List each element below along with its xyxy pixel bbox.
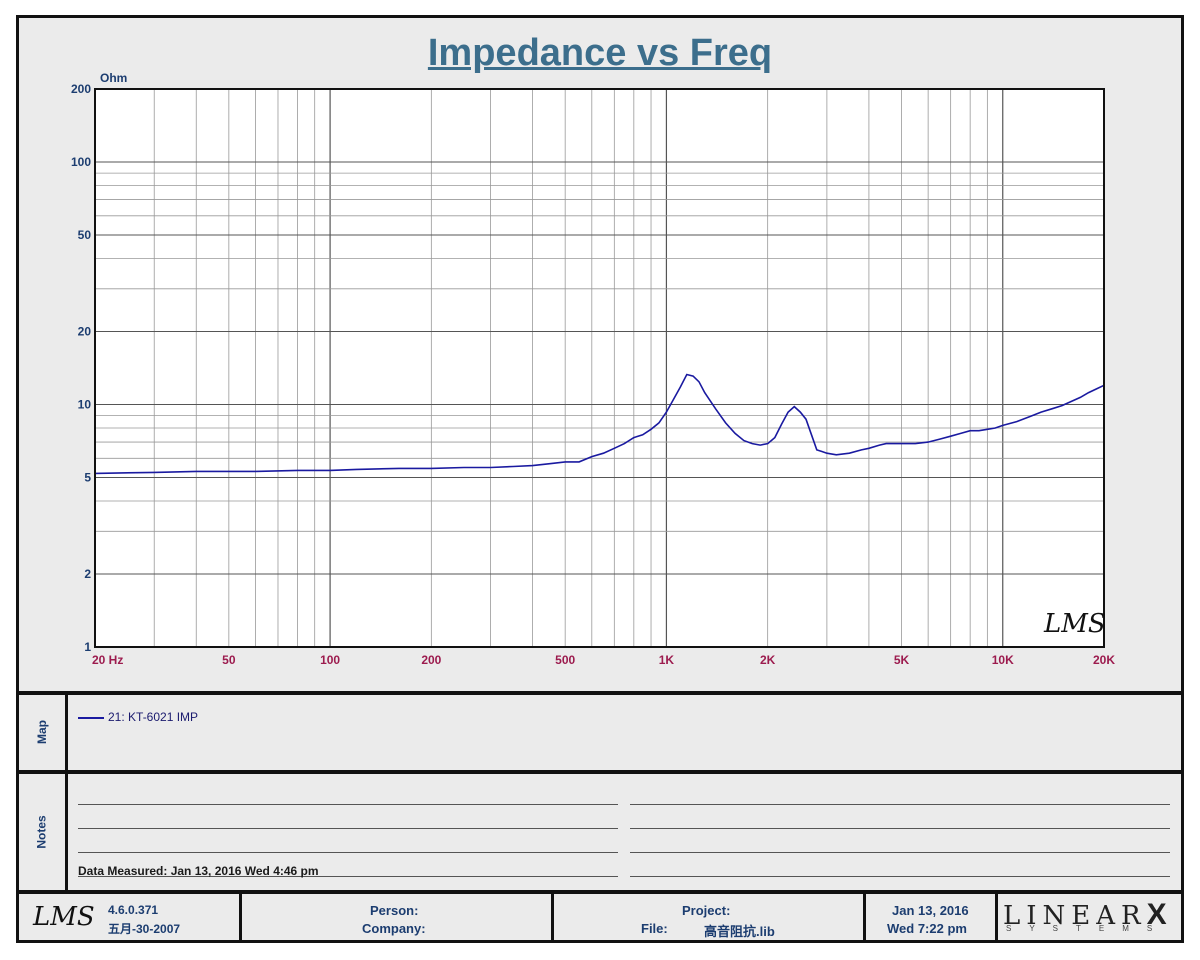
linearx-logo: LINEARX (1003, 898, 1173, 931)
note-line (78, 876, 618, 877)
plot-border (94, 88, 1105, 648)
x-tick-label: 50 (222, 653, 236, 667)
x-tick-label: 200 (421, 653, 441, 667)
note-line (630, 804, 1170, 805)
lms-watermark: LMS (1044, 609, 1106, 639)
x-tick-label: 5K (894, 653, 910, 667)
side-label-divider (65, 695, 68, 890)
y-tick-labels: 200 100 50 20 10 5 2 1 (71, 82, 91, 654)
note-line (630, 828, 1170, 829)
x-tick-label: 2K (760, 653, 776, 667)
person-label: Person: (370, 903, 419, 918)
linearx-systems-text: SYSTEMS (1006, 924, 1171, 933)
file-name: 高音阻抗.lib (704, 924, 775, 939)
divider-chart-map (16, 691, 1184, 695)
chart-title: Impedance vs Freq (427, 32, 773, 74)
legend-entry: 21: KT-6021 IMP (108, 710, 199, 724)
note-line (630, 852, 1170, 853)
x-tick-label: 10K (992, 653, 1014, 667)
lms-logo: LMS (33, 902, 95, 932)
x-tick-label: 20 Hz (92, 653, 123, 667)
note-line (78, 828, 618, 829)
project-label: Project: (682, 903, 731, 918)
footer-day-time: Wed 7:22 pm (887, 921, 967, 936)
version-date: 五月-30-2007 (108, 922, 181, 936)
x-tick-label: 20K (1093, 653, 1115, 667)
notes-section-label: Notes (35, 815, 49, 849)
y-tick-label: 5 (84, 470, 91, 484)
note-line (78, 852, 618, 853)
y-axis-unit-label: Ohm (100, 71, 127, 85)
note-line (630, 876, 1170, 877)
note-line (78, 804, 618, 805)
series-line-kt-6021-imp (94, 373, 1105, 475)
footer-divider (863, 894, 866, 940)
y-tick-label: 20 (78, 325, 92, 339)
x-tick-labels: 20 Hz 50 100 200 500 1K 2K 5K 10K 20K (92, 653, 1115, 667)
company-label: Company: (362, 921, 426, 936)
legend-swatch (78, 717, 104, 719)
map-section-label: Map (35, 720, 49, 744)
footer-divider (551, 894, 554, 940)
footer-divider (239, 894, 242, 940)
footer-divider (995, 894, 998, 940)
file-label: File: (641, 921, 668, 936)
y-tick-label: 50 (78, 228, 92, 242)
footer-date: Jan 13, 2016 (892, 903, 969, 918)
y-tick-label: 1 (84, 640, 91, 654)
x-tick-label: 500 (555, 653, 575, 667)
x-tick-label: 100 (320, 653, 340, 667)
x-tick-label: 1K (659, 653, 675, 667)
data-measured-text: Data Measured: Jan 13, 2016 Wed 4:46 pm (78, 864, 319, 878)
divider-notes-footer (16, 890, 1184, 894)
y-tick-label: 200 (71, 82, 91, 96)
y-tick-label: 10 (78, 397, 92, 411)
y-tick-label: 100 (71, 155, 91, 169)
y-tick-label: 2 (84, 567, 91, 581)
version-number: 4.6.0.371 (108, 903, 159, 917)
divider-map-notes (16, 770, 1184, 774)
